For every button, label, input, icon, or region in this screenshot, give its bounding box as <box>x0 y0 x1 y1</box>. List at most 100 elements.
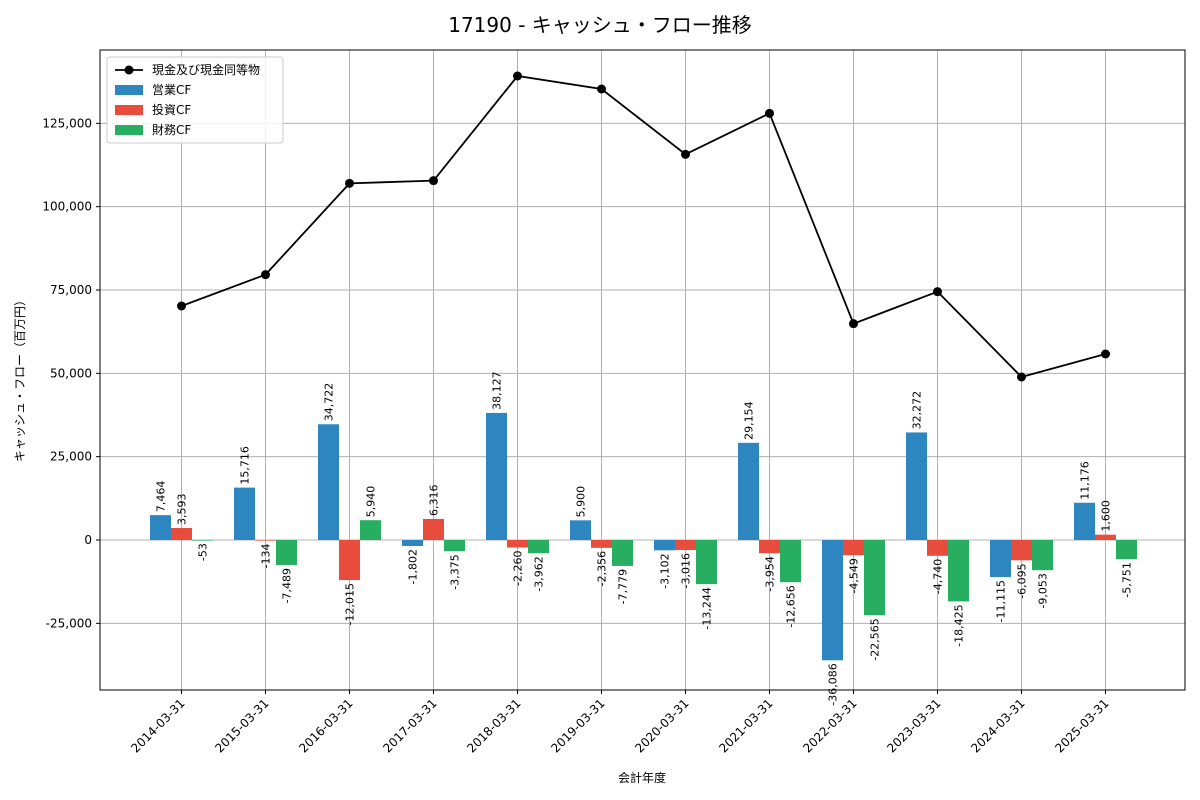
x-tick-label: 2024-03-31 <box>968 696 1027 755</box>
bar-value-label: -4,549 <box>848 558 861 593</box>
data-labels: 7,464 15,716 34,722 -1,802 38,127 5,900 -3,102… <box>155 371 1134 705</box>
bar-operating <box>318 424 339 540</box>
bar-operating <box>654 540 675 551</box>
cash-line-point <box>765 108 774 118</box>
bar-financing <box>444 540 465 552</box>
bar-value-label: 1,600 <box>1100 500 1113 532</box>
y-tick-label: 75,000 <box>50 283 92 297</box>
y-tick-label: 100,000 <box>42 200 92 214</box>
y-tick-label: 50,000 <box>50 366 92 380</box>
bar-investing <box>843 540 864 556</box>
bar-operating <box>486 412 507 540</box>
bar-value-label: 34,722 <box>323 383 336 422</box>
cash-line-point <box>177 301 186 311</box>
bar-investing <box>759 540 780 554</box>
bar-financing <box>780 540 801 583</box>
bar-operating <box>570 520 591 540</box>
bar-value-label: -6,095 <box>1016 563 1029 598</box>
y-tick-label: -25,000 <box>46 616 92 630</box>
x-axis-label: 会計年度 <box>618 770 666 785</box>
cash-line-point <box>681 149 690 159</box>
legend-label: 現金及び現金同等物 <box>152 62 260 77</box>
bar-value-label: 5,940 <box>365 486 378 518</box>
bar-value-label: -12,015 <box>344 583 357 625</box>
cash-line-point <box>429 176 438 186</box>
bar-financing <box>696 540 717 585</box>
bars <box>150 412 1137 661</box>
x-tick-label: 2015-03-31 <box>212 696 271 755</box>
cash-line-point <box>1101 349 1110 359</box>
bar-financing <box>948 540 969 602</box>
cash-line-point <box>597 84 606 94</box>
legend-marker <box>124 65 134 75</box>
bar-value-label: -3,962 <box>533 556 546 591</box>
bar-financing <box>528 540 549 554</box>
cash-line-point <box>933 287 942 297</box>
bar-financing <box>1116 540 1137 560</box>
x-tick-label: 2021-03-31 <box>716 696 775 755</box>
x-tick-label: 2019-03-31 <box>548 696 607 755</box>
bar-investing <box>255 540 276 541</box>
bar-value-label: 11,176 <box>1079 461 1092 500</box>
x-tick-label: 2016-03-31 <box>296 696 355 755</box>
bar-financing <box>276 540 297 565</box>
bar-investing <box>1095 534 1116 540</box>
bar-operating <box>738 442 759 540</box>
cash-line-point <box>849 319 858 329</box>
bar-operating <box>990 540 1011 578</box>
legend-label: 営業CF <box>152 83 191 97</box>
bar-value-label: -13,244 <box>701 587 714 629</box>
bar-value-label: -3,102 <box>659 553 672 588</box>
bar-investing <box>927 540 948 556</box>
cash-line-path <box>181 75 1106 379</box>
legend-bar-swatch <box>115 105 143 115</box>
bar-value-label: -9,053 <box>1037 573 1050 608</box>
bar-value-label: -18,425 <box>953 604 966 646</box>
x-tick-label: 2023-03-31 <box>884 696 943 755</box>
bar-value-label: -3,016 <box>680 553 693 588</box>
bar-value-label: 7,464 <box>155 481 168 513</box>
bar-investing <box>675 540 696 551</box>
bar-value-label: -3,954 <box>764 556 777 591</box>
bar-value-label: -53 <box>197 543 210 561</box>
bar-operating <box>1074 502 1095 540</box>
cash-line <box>177 71 1110 382</box>
legend-label: 財務CF <box>152 122 191 137</box>
bar-value-label: -5,751 <box>1121 562 1134 597</box>
grid <box>100 50 1185 690</box>
bar-operating <box>822 540 843 661</box>
x-tick-label: 2018-03-31 <box>464 696 523 755</box>
chart-title: 17190 - キャッシュ・フロー推移 <box>448 13 752 37</box>
bar-value-label: -1,802 <box>407 549 420 584</box>
plot-frame <box>99 49 1186 691</box>
y-tick-label: 0 <box>84 533 92 547</box>
bar-financing <box>1032 540 1053 571</box>
x-tick-label: 2017-03-31 <box>380 696 439 755</box>
bar-value-label: 38,127 <box>491 371 504 410</box>
legend-bar-swatch <box>115 85 143 95</box>
cash-line-point <box>345 178 354 188</box>
bar-value-label: 5,900 <box>575 486 588 518</box>
x-tick-label: 2020-03-31 <box>632 696 691 755</box>
bar-value-label: 32,272 <box>911 391 924 430</box>
x-tick-label: 2025-03-31 <box>1052 696 1111 755</box>
x-tick-label: 2014-03-31 <box>128 696 187 755</box>
bar-value-label: -134 <box>260 543 273 568</box>
bar-investing <box>423 518 444 540</box>
bar-operating <box>402 540 423 547</box>
bar-value-label: -11,115 <box>995 580 1008 622</box>
bar-value-label: -2,356 <box>596 551 609 586</box>
cash-line-point <box>1017 372 1026 382</box>
bar-investing <box>591 540 612 548</box>
cash-line-point <box>513 71 522 81</box>
bar-investing <box>171 528 192 540</box>
bar-value-label: 15,716 <box>239 446 252 485</box>
bar-value-label: -22,565 <box>869 618 882 660</box>
bar-operating <box>150 515 171 540</box>
bar-value-label: -12,656 <box>785 585 798 627</box>
bar-financing <box>864 540 885 616</box>
bar-investing <box>1011 540 1032 561</box>
bar-value-label: -3,375 <box>449 554 462 589</box>
